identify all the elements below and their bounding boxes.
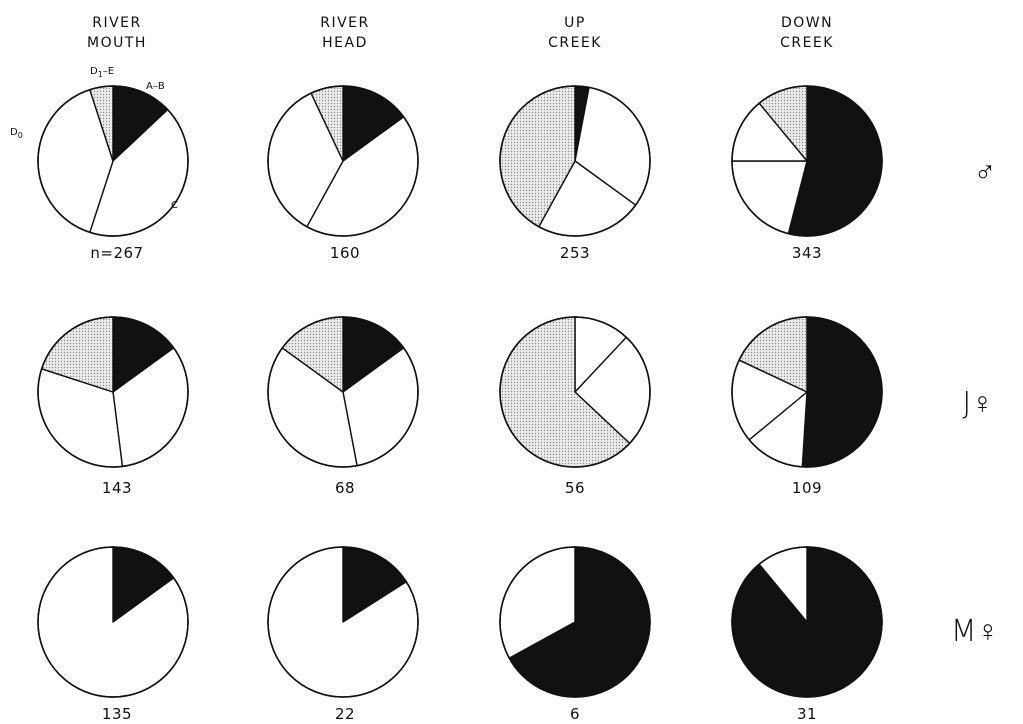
pie-r1-c3	[731, 316, 883, 468]
col-label-down-creek-1: DOWN	[781, 15, 833, 31]
pie-slice-a-b	[801, 316, 883, 468]
col-label-river-head-1: RIVER	[320, 15, 370, 31]
count-labels: n=267 160 253 343 143 68 56 109 135 22 6…	[90, 244, 822, 723]
pie-outline	[731, 546, 883, 698]
count-label-male-river-mouth: n=267	[90, 244, 143, 262]
count-label-mature-female-down-creek: 31	[797, 705, 817, 723]
pie-r0-c3	[731, 85, 883, 237]
pie-r1-c2	[499, 316, 651, 468]
slice-annotations: A–B C D0 D1–E	[10, 66, 178, 211]
pie-r0-c0	[37, 85, 189, 237]
slice-label-d0: D0	[10, 127, 23, 140]
pie-outline	[267, 85, 419, 237]
row-label-mature-female: M♀	[951, 614, 999, 649]
pie-r1-c1	[267, 316, 419, 468]
pie-outline	[499, 546, 651, 698]
count-label-male-river-head: 160	[330, 244, 360, 262]
count-label-juvenile-female-up-creek: 56	[565, 479, 585, 497]
pie-r0-c2	[499, 85, 651, 237]
pie-outline	[37, 316, 189, 468]
col-label-river-head-2: HEAD	[322, 35, 368, 51]
col-label-river-mouth-1: RIVER	[92, 15, 142, 31]
count-label-mature-female-river-mouth: 135	[102, 705, 132, 723]
col-label-up-creek-1: UP	[564, 15, 586, 31]
pies	[37, 85, 883, 698]
pie-outline	[499, 316, 651, 468]
column-headers: RIVER MOUTH RIVER HEAD UP CREEK DOWN CRE…	[87, 15, 834, 51]
count-label-mature-female-river-head: 22	[335, 705, 355, 723]
count-label-male-down-creek: 343	[792, 244, 822, 262]
row-label-male: ♂	[974, 155, 997, 190]
pie-outline	[37, 546, 189, 698]
pie-r2-c0	[37, 546, 189, 698]
row-labels: ♂ J♀ M♀	[951, 155, 999, 649]
col-label-river-mouth-2: MOUTH	[87, 35, 147, 51]
pie-outline	[731, 316, 883, 468]
pie-outline	[37, 85, 189, 237]
col-label-down-creek-2: CREEK	[780, 35, 834, 51]
count-label-mature-female-up-creek: 6	[570, 705, 580, 723]
pie-r1-c0	[37, 316, 189, 468]
col-label-up-creek-2: CREEK	[548, 35, 602, 51]
slice-label-c: C	[171, 200, 178, 211]
count-label-juvenile-female-river-head: 68	[335, 479, 355, 497]
slice-label-d1e: D1–E	[90, 66, 114, 79]
count-label-male-up-creek: 253	[560, 244, 590, 262]
pie-r2-c1	[267, 546, 419, 698]
count-label-juvenile-female-down-creek: 109	[792, 479, 822, 497]
count-label-juvenile-female-river-mouth: 143	[102, 479, 132, 497]
slice-label-ab: A–B	[146, 81, 165, 92]
row-label-juvenile-female: J♀	[962, 386, 993, 421]
pie-r2-c2	[499, 546, 651, 698]
pie-r2-c3	[731, 546, 883, 698]
pie-outline	[499, 85, 651, 237]
pie-outline	[267, 546, 419, 698]
pie-r0-c1	[267, 85, 419, 237]
pie-outline	[267, 316, 419, 468]
pie-outline	[731, 85, 883, 237]
